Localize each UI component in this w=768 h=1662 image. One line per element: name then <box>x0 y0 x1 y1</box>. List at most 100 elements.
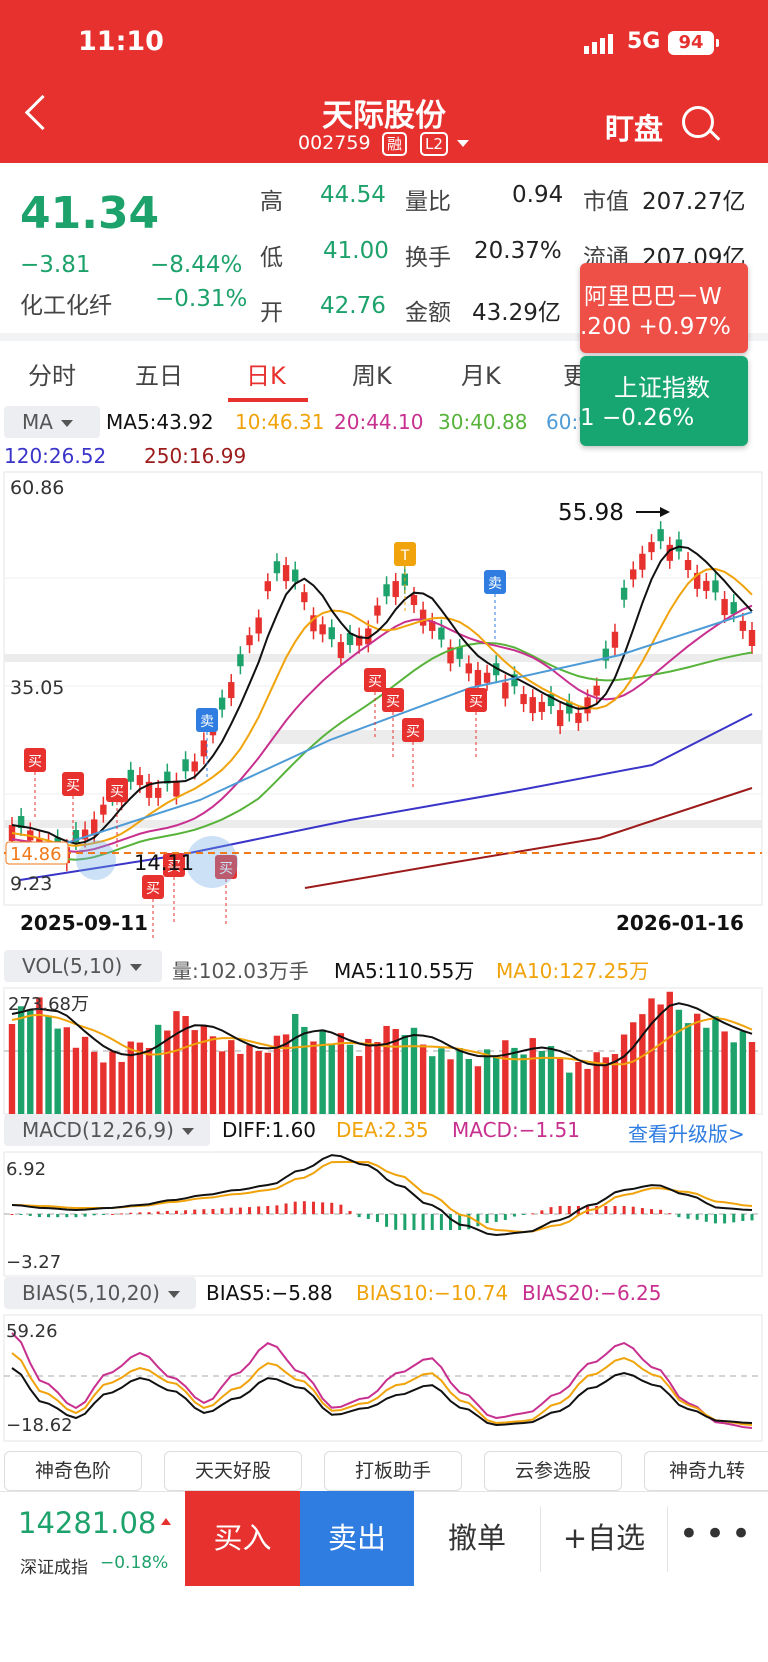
bias-chart: 59.26 −18.62 <box>3 1314 763 1442</box>
tab-intraday[interactable]: 分时 <box>28 362 76 390</box>
cancel-order-button[interactable]: 撤单 <box>447 1521 506 1555</box>
bias-selector[interactable]: BIAS(5,10,20) <box>4 1277 196 1309</box>
macd-bar <box>558 1206 562 1214</box>
macd-selector[interactable]: MACD(12,26,9) <box>4 1114 210 1146</box>
trade-signal-label: 买 <box>469 694 483 710</box>
search-icon[interactable] <box>682 106 714 138</box>
tool-daily-stock[interactable]: 天天好股 <box>164 1451 302 1491</box>
volume-bar <box>54 1028 61 1114</box>
macd-bar <box>512 1214 516 1217</box>
volume-bar <box>520 1054 527 1114</box>
vol-selector-label: VOL(5,10) <box>22 954 123 978</box>
trade-signal-label: 买 <box>66 778 80 794</box>
amount-value: 43.29亿 <box>472 300 561 326</box>
candle-body <box>748 630 756 646</box>
sector-name[interactable]: 化工化纤 <box>20 293 112 319</box>
candle-body <box>410 594 418 605</box>
more-icon[interactable]: ••• <box>678 1514 758 1554</box>
candle-body <box>511 674 518 687</box>
float-card-alibaba[interactable]: 阿里巴巴－W .200 +0.97% <box>580 263 748 353</box>
candle-body <box>392 581 399 598</box>
watch-button[interactable]: 盯盘 <box>605 112 664 146</box>
float-card-sse-index[interactable]: 上证指数 1 −0.26% <box>580 356 748 446</box>
vol-selector[interactable]: VOL(5,10) <box>4 950 162 982</box>
volume-bar <box>273 1035 281 1114</box>
ma10-legend: 10:46.31 <box>235 410 325 434</box>
candle-body <box>593 685 600 696</box>
volume-bar <box>483 1049 491 1114</box>
tool-cloud-screener[interactable]: 云参选股 <box>484 1451 622 1491</box>
macd-bar <box>686 1214 690 1219</box>
ma20-line <box>11 604 753 853</box>
tool-magic-nine[interactable]: 神奇九转 <box>644 1451 768 1491</box>
macd-bar <box>74 1214 78 1218</box>
vol-ma5-line <box>11 1002 753 1067</box>
candle-body <box>547 694 555 707</box>
sell-button[interactable]: 卖出 <box>300 1491 414 1586</box>
candle-body <box>218 697 226 710</box>
candle-body <box>301 592 308 603</box>
volume-chart: 273.68万 <box>3 987 763 1115</box>
float-card-name: 上证指数 <box>614 374 710 402</box>
ma-selector[interactable]: MA <box>4 406 100 438</box>
bias10-legend: BIAS10:−10.74 <box>356 1281 509 1305</box>
index-value[interactable]: 14281.08 <box>18 1506 157 1540</box>
volume-bar <box>218 1051 226 1114</box>
candle-body <box>228 682 235 699</box>
tab-weekly-k[interactable]: 周K <box>352 362 392 390</box>
volume-bar <box>17 1006 25 1114</box>
candle-body <box>611 631 619 648</box>
chevron-down-icon[interactable] <box>457 140 469 147</box>
y-axis-mid: 35.05 <box>10 677 64 699</box>
trade-signal-marker <box>196 708 218 732</box>
add-watchlist-button[interactable]: +自选 <box>562 1521 646 1555</box>
candle-body <box>438 627 445 640</box>
macd-bar <box>266 1206 270 1214</box>
macd-bar <box>613 1206 617 1214</box>
candle-body <box>328 627 335 640</box>
volume-bar <box>529 1038 536 1114</box>
candle-body <box>182 759 189 772</box>
tab-monthly-k[interactable]: 月K <box>461 362 501 390</box>
divider <box>667 1506 668 1572</box>
candle-body <box>630 569 637 580</box>
macd-dea: DEA:2.35 <box>336 1118 429 1142</box>
upgrade-link[interactable]: 查看升级版> <box>628 1122 745 1146</box>
macd-axis-min: −3.27 <box>6 1252 61 1273</box>
volume-bar <box>228 1040 235 1114</box>
macd-bar <box>394 1214 398 1230</box>
ma-selector-label: MA <box>22 410 53 434</box>
ma20-legend: 20:44.10 <box>334 410 424 434</box>
macd-bar <box>430 1214 434 1230</box>
tab-daily-k[interactable]: 日K <box>246 362 286 390</box>
kline-chart[interactable]: 买买买买买买买买买买卖卖T 60.86 35.05 9.23 14.86 55.… <box>0 470 768 940</box>
tool-limit-assistant[interactable]: 打板助手 <box>324 1451 462 1491</box>
macd-bar <box>311 1201 315 1214</box>
candle-body <box>264 581 272 592</box>
buy-button[interactable]: 买入 <box>185 1491 300 1586</box>
candle-body <box>91 819 98 836</box>
tab-five-day[interactable]: 五日 <box>135 362 183 390</box>
reference-price-tag <box>5 841 69 865</box>
volume-bar <box>566 1072 573 1114</box>
macd-bar <box>129 1212 133 1214</box>
tool-magic-color[interactable]: 神奇色阶 <box>4 1451 142 1491</box>
volume-bar <box>118 1061 125 1114</box>
macd-bar <box>229 1207 233 1214</box>
sector-pct: −0.31% <box>155 286 248 312</box>
candle-body <box>237 654 244 667</box>
macd-bar <box>540 1210 544 1214</box>
trade-signal-marker <box>215 855 237 879</box>
highlight-circle <box>76 840 116 880</box>
macd-bar <box>476 1214 480 1227</box>
macd-bar <box>741 1214 745 1221</box>
volume-bar <box>91 1051 98 1114</box>
index-name: 深证成指 <box>20 1558 88 1578</box>
candle-body <box>657 529 664 542</box>
macd-bar <box>10 1214 14 1215</box>
candle-body <box>246 635 253 646</box>
volume-bar <box>301 1026 308 1114</box>
candle-body <box>200 740 208 757</box>
volume-bar <box>310 1041 317 1114</box>
candle-body <box>81 829 89 840</box>
